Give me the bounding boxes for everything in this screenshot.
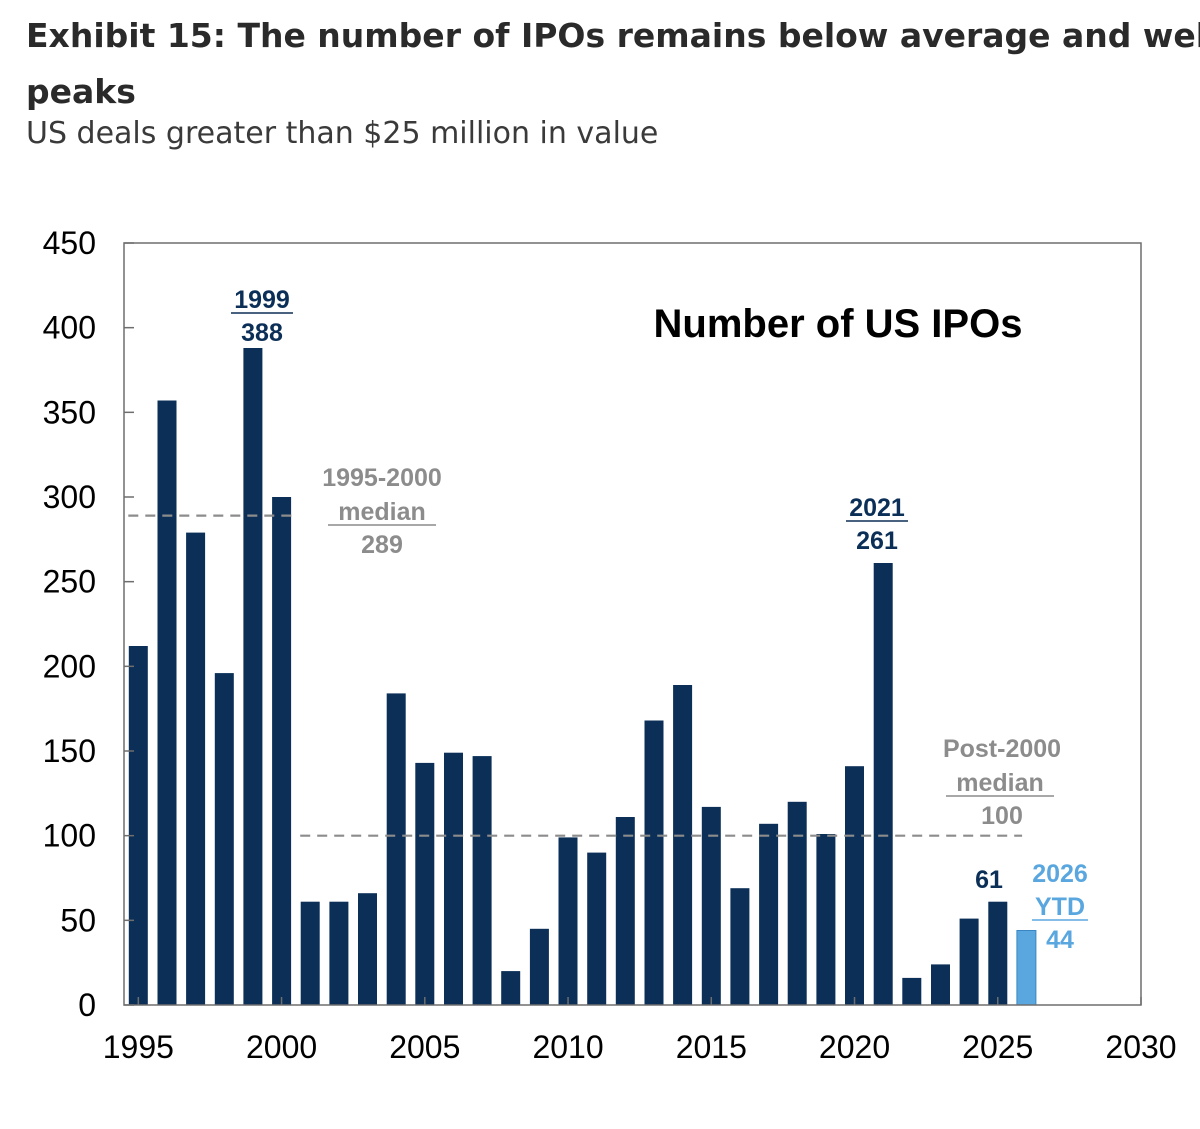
bar-2013 bbox=[644, 720, 664, 1005]
bar-2009 bbox=[529, 928, 549, 1005]
annotation-2026-line2: YTD bbox=[1035, 893, 1085, 921]
x-tick-label-2000: 2000 bbox=[246, 1029, 317, 1065]
page-subtitle: US deals greater than $25 million in val… bbox=[26, 116, 659, 151]
y-tick-label-50: 50 bbox=[60, 902, 96, 938]
y-tick-label-400: 400 bbox=[43, 310, 96, 346]
x-tick-label-2005: 2005 bbox=[389, 1029, 460, 1065]
title-line-1: Exhibit 15: The number of IPOs remains b… bbox=[26, 16, 1200, 55]
annotation-2021-value: 261 bbox=[856, 527, 898, 555]
annotation-2025-value: 61 bbox=[975, 866, 1003, 894]
bar-2011 bbox=[587, 852, 607, 1005]
bar-2007 bbox=[472, 756, 492, 1005]
bar-2025 bbox=[988, 901, 1008, 1005]
median-post-2000-line1: Post-2000 bbox=[943, 735, 1061, 763]
y-axis: 0 50 100 150 200 250 300 350 400 450 bbox=[43, 225, 134, 1023]
plot-frame bbox=[123, 242, 1142, 1006]
bar-2026 bbox=[1016, 930, 1037, 1006]
bar-2024 bbox=[959, 918, 979, 1005]
bar-2008 bbox=[501, 971, 521, 1005]
median-post-2000-line2: median bbox=[956, 769, 1044, 797]
median-post-2000-line3: 100 bbox=[981, 802, 1023, 830]
bar-2001 bbox=[300, 901, 320, 1005]
y-tick-label-300: 300 bbox=[43, 479, 96, 515]
bar-2014 bbox=[673, 685, 693, 1005]
bar-2018 bbox=[787, 801, 807, 1005]
x-tick-label-2010: 2010 bbox=[532, 1029, 603, 1065]
bar-2003 bbox=[358, 893, 377, 1005]
bar-2023 bbox=[931, 964, 950, 1005]
x-tick-label-2015: 2015 bbox=[676, 1029, 747, 1065]
bar-2006 bbox=[444, 752, 463, 1005]
y-tick-label-350: 350 bbox=[43, 394, 96, 430]
bar-2022 bbox=[902, 977, 922, 1005]
annotation-2026-line3: 44 bbox=[1046, 926, 1074, 954]
bar-2016 bbox=[730, 888, 750, 1005]
bar-2004 bbox=[386, 693, 406, 1005]
annotation-1999-year: 1999 bbox=[234, 286, 290, 314]
annotation-2021-year: 2021 bbox=[849, 494, 905, 522]
bar-2012 bbox=[615, 817, 635, 1005]
y-tick-label-450: 450 bbox=[43, 225, 96, 261]
bar-2019 bbox=[816, 834, 836, 1005]
y-tick-label-250: 250 bbox=[43, 564, 96, 600]
bar-1999 bbox=[243, 348, 263, 1005]
bar-2017 bbox=[759, 823, 779, 1005]
annotation-2026-line1: 2026 bbox=[1032, 860, 1088, 888]
x-tick-label-2020: 2020 bbox=[819, 1029, 890, 1065]
y-tick-label-100: 100 bbox=[43, 818, 96, 854]
bar-1995 bbox=[128, 646, 148, 1005]
bar-1997 bbox=[186, 532, 206, 1005]
median-1995-2000-line3: 289 bbox=[361, 531, 403, 559]
x-axis: 1995 2000 2005 2010 2015 2020 2025 2030 bbox=[103, 997, 1177, 1065]
median-1995-2000-line2: median bbox=[338, 498, 426, 526]
annotation-1999-value: 388 bbox=[241, 319, 283, 347]
chart-inner-title: Number of US IPOs bbox=[654, 302, 1023, 346]
x-tick-label-2025: 2025 bbox=[962, 1029, 1033, 1065]
y-tick-label-200: 200 bbox=[43, 648, 96, 684]
bar-2002 bbox=[329, 901, 349, 1005]
x-tick-label-1995: 1995 bbox=[103, 1029, 174, 1065]
bar-2005 bbox=[415, 762, 435, 1005]
bars-layer bbox=[128, 348, 1037, 1006]
y-tick-label-0: 0 bbox=[78, 987, 96, 1023]
title-line-2: peaks bbox=[26, 72, 136, 111]
bar-2021 bbox=[873, 563, 893, 1005]
bar-2010 bbox=[558, 837, 578, 1005]
bar-2020 bbox=[845, 766, 864, 1005]
bar-2000 bbox=[272, 497, 292, 1005]
y-tick-label-150: 150 bbox=[43, 733, 96, 769]
median-lines bbox=[128, 514, 1023, 837]
median-1995-2000-line1: 1995-2000 bbox=[322, 464, 442, 492]
bar-2015 bbox=[701, 806, 721, 1005]
page-title: Exhibit 15: The number of IPOs remains b… bbox=[26, 8, 1200, 120]
bar-1998 bbox=[214, 673, 234, 1005]
x-tick-label-2030: 2030 bbox=[1105, 1029, 1176, 1065]
bar-1996 bbox=[157, 400, 177, 1005]
